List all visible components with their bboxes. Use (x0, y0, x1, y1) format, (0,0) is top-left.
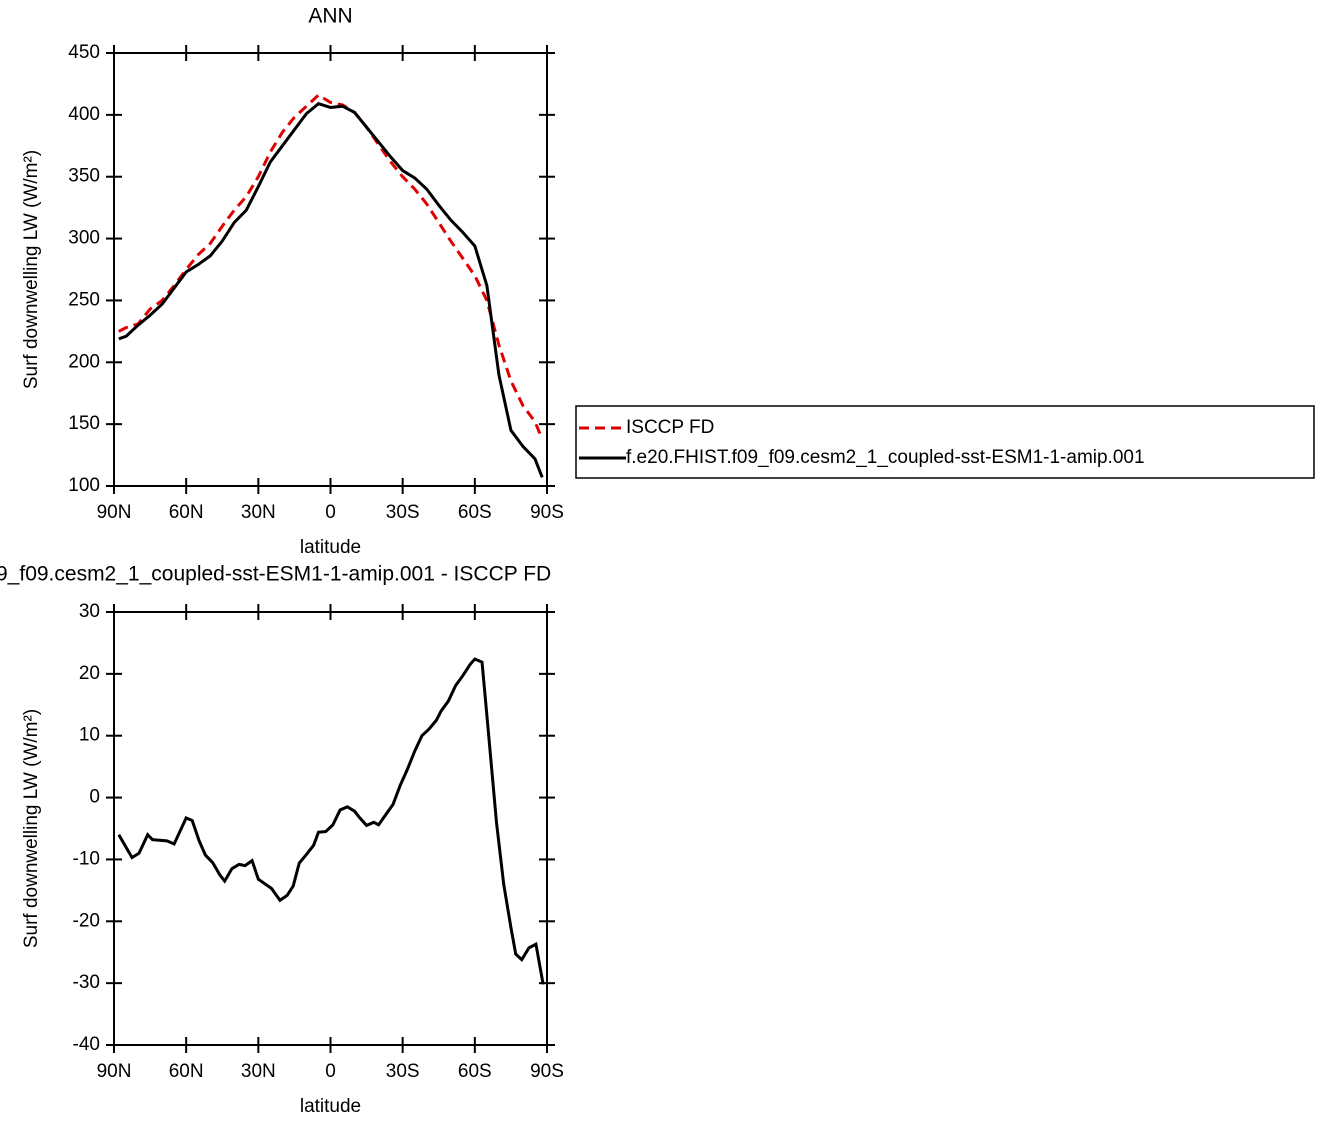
y-tick-label: 0 (89, 787, 100, 808)
x-axis-label: latitude (300, 537, 361, 558)
x-tick-label: 60S (458, 502, 492, 523)
x-tick-label: 0 (325, 502, 336, 523)
data-line (117, 657, 545, 985)
y-axis-label: Surf downwelling LW (W/m²) (21, 709, 42, 948)
y-tick-label: 450 (68, 42, 100, 63)
x-tick-label: 90N (97, 502, 132, 523)
x-tick-label: 90S (530, 502, 564, 523)
x-tick-label: 60N (169, 1061, 204, 1082)
data-line (118, 93, 544, 440)
data-line (118, 102, 544, 478)
x-tick-label: 90N (97, 1061, 132, 1082)
y-tick-label: -40 (73, 1034, 100, 1055)
y-axis-label: Surf downwelling LW (W/m²) (21, 150, 42, 389)
x-tick-label: 90S (530, 1061, 564, 1082)
legend-box (575, 405, 1315, 479)
y-tick-label: 300 (68, 228, 100, 249)
y-tick-label: 350 (68, 166, 100, 187)
x-axis-label: latitude (300, 1096, 361, 1117)
y-tick-label: 100 (68, 475, 100, 496)
y-tick-label: 30 (79, 601, 100, 622)
y-tick-label: 150 (68, 413, 100, 434)
x-tick-label: 60N (169, 502, 204, 523)
x-tick-label: 30S (386, 502, 420, 523)
chart-title: ANN (308, 5, 352, 28)
x-tick-label: 30S (386, 1061, 420, 1082)
y-tick-label: -20 (73, 910, 100, 931)
x-tick-label: 30N (241, 502, 276, 523)
x-tick-label: 60S (458, 1061, 492, 1082)
legend-label: ISCCP FD (626, 417, 714, 438)
chart-title: 9_f09.cesm2_1_coupled-sst-ESM1-1-amip.00… (0, 563, 551, 586)
y-tick-label: 10 (79, 725, 100, 746)
y-tick-label: -30 (73, 972, 100, 993)
x-tick-label: 30N (241, 1061, 276, 1082)
y-tick-label: -10 (73, 848, 100, 869)
legend-label: f.e20.FHIST.f09_f09.cesm2_1_coupled-sst-… (626, 447, 1145, 468)
y-tick-label: 20 (79, 663, 100, 684)
x-tick-label: 0 (325, 1061, 336, 1082)
y-tick-label: 200 (68, 351, 100, 372)
y-tick-label: 400 (68, 104, 100, 125)
y-tick-label: 250 (68, 289, 100, 310)
